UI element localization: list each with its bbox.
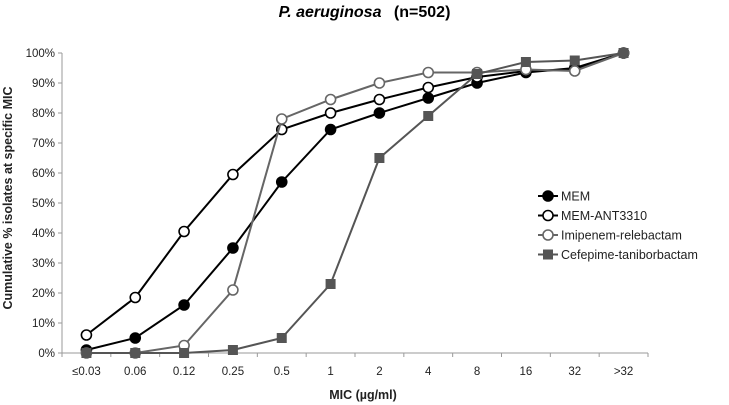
legend-label: Imipenem-relebactam: [561, 229, 682, 243]
data-point: [178, 299, 190, 311]
data-point: [324, 123, 337, 136]
series-line: [86, 52, 624, 351]
data-point: [569, 55, 580, 66]
data-point: [568, 65, 581, 77]
data-point: [130, 348, 141, 358]
series-cefepime-taniborbactam: [81, 48, 629, 358]
data-point: [520, 57, 531, 67]
data-point: [324, 107, 337, 119]
x-tick-label: 2: [376, 366, 382, 378]
data-point: [275, 176, 288, 188]
series-imipenem-relebactam: [80, 47, 630, 359]
chart-title-organism: P. aeruginosa: [279, 4, 382, 21]
data-point: [276, 333, 287, 343]
legend-item: Cefepime-taniborbactam: [538, 248, 698, 262]
y-tick-label: 60%: [32, 168, 55, 180]
series-layer: [80, 47, 630, 359]
y-tick-label: 50%: [32, 198, 55, 210]
data-point: [275, 113, 288, 125]
data-point: [422, 66, 435, 79]
data-point: [178, 225, 190, 238]
data-point: [179, 348, 190, 358]
x-tick-labels: ≤0.03 0.06 0.12 0.25 0.5 1 2 4 8 16 32 >32: [61, 353, 649, 378]
data-point: [129, 332, 142, 344]
y-tick-label: 0%: [38, 348, 55, 360]
data-point: [80, 329, 93, 341]
y-tick-label: 30%: [32, 258, 55, 270]
data-point: [227, 242, 239, 254]
data-point: [422, 81, 435, 94]
data-point: [129, 291, 142, 304]
y-tick-label: 40%: [32, 228, 55, 240]
legend-marker: [543, 249, 553, 260]
chart-title-count: (n=502): [394, 4, 450, 21]
y-tick-label: 100%: [26, 48, 55, 60]
x-tick-label: 0.12: [173, 366, 195, 378]
x-tick-label: 0.06: [124, 366, 146, 378]
legend-marker: [542, 209, 554, 222]
legend-label: MEM: [561, 190, 590, 204]
y-tick-label: 70%: [32, 138, 55, 150]
x-tick-label: ≤0.03: [72, 366, 101, 378]
x-tick-label: 32: [568, 366, 581, 378]
y-tick-label: 20%: [32, 288, 55, 300]
legend-marker: [542, 190, 554, 202]
data-point: [81, 348, 92, 358]
legend-item: MEM-ANT3310: [538, 209, 647, 223]
chart-title: P. aeruginosa (n=502): [279, 4, 451, 21]
legend-label: MEM-ANT3310: [561, 209, 647, 223]
data-point: [227, 168, 239, 181]
legend-item: MEM: [538, 190, 590, 204]
legend-item: Imipenem-relebactam: [538, 229, 682, 243]
y-tick-label: 10%: [32, 318, 55, 330]
data-point: [374, 153, 385, 163]
x-tick-label: 0.5: [274, 366, 290, 378]
legend-marker: [542, 229, 554, 241]
data-point: [472, 69, 483, 79]
data-point: [227, 345, 238, 355]
y-axis-label: Cumulative % isolates at specific MIC: [1, 87, 15, 310]
data-point: [373, 107, 386, 119]
x-tick-label: >32: [614, 366, 634, 378]
x-tick-label: 16: [520, 366, 533, 378]
y-tick-label: 90%: [32, 78, 55, 90]
x-tick-label: 1: [327, 366, 333, 378]
legend-label: Cefepime-taniborbactam: [561, 248, 698, 262]
data-point: [227, 284, 239, 296]
data-point: [373, 93, 386, 106]
legend: MEM MEM-ANT3310 Imipenem-relebactam Cefepim…: [538, 190, 698, 262]
series-line: [86, 52, 624, 354]
y-tick-label: 80%: [32, 108, 55, 120]
data-point: [422, 92, 435, 104]
data-point: [325, 279, 336, 289]
x-tick-label: 4: [425, 366, 432, 378]
x-axis-label: MIC (µg/ml): [329, 388, 397, 402]
x-tick-label: 8: [474, 366, 480, 378]
data-point: [423, 111, 434, 121]
data-point: [373, 77, 386, 89]
data-point: [324, 93, 337, 106]
y-tick-labels: 0% 10% 20% 30% 40% 50% 60% 70% 80% 90% 100%: [26, 48, 62, 360]
series-line: [86, 52, 624, 354]
x-tick-label: 0.25: [222, 366, 244, 378]
data-point: [618, 48, 629, 58]
